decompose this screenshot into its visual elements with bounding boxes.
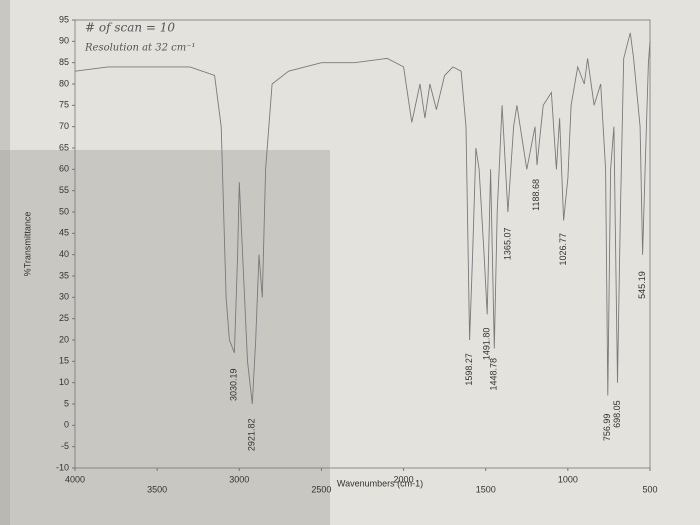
peak-label: 3030.19 <box>229 368 239 401</box>
y-tick-label: 20 <box>59 334 69 344</box>
y-tick-label: 50 <box>59 206 69 216</box>
x-tick-label: 3500 <box>147 484 167 494</box>
x-tick-label: 4000 <box>65 474 85 484</box>
peak-label: 698.05 <box>612 400 622 428</box>
y-tick-label: 30 <box>59 292 69 302</box>
peak-label: 1448.78 <box>489 358 499 391</box>
x-tick-label: 2500 <box>311 484 331 494</box>
spectrum-line <box>74 32 651 405</box>
x-tick-label: 1500 <box>476 484 496 494</box>
peak-label: 1491.80 <box>481 328 491 361</box>
y-tick-label: 60 <box>59 164 69 174</box>
x-tick-label: 1000 <box>558 474 578 484</box>
note: # of scan = 10 <box>85 21 175 35</box>
y-axis-label: %Transmittance <box>22 212 32 277</box>
y-tick-label: 70 <box>59 121 69 131</box>
y-tick-label: 25 <box>59 313 69 323</box>
shadow <box>0 150 330 525</box>
y-tick-label: -5 <box>61 441 69 451</box>
x-tick-label: 3000 <box>229 474 249 484</box>
y-tick-label: 45 <box>59 228 69 238</box>
y-tick-label: -10 <box>56 462 69 472</box>
plot-frame <box>74 19 651 469</box>
y-tick-label: 95 <box>59 14 69 24</box>
peak-label: 1598.27 <box>464 353 474 386</box>
peak-label: 545.19 <box>637 271 647 299</box>
peak-label: 1026.77 <box>558 233 568 266</box>
x-tick-label: 500 <box>642 484 657 494</box>
y-tick-label: 0 <box>64 420 69 430</box>
y-tick-label: 15 <box>59 356 69 366</box>
peak-label: 756.99 <box>602 414 612 442</box>
y-tick-label: 5 <box>64 398 69 408</box>
y-tick-label: 10 <box>59 377 69 387</box>
peak-label: 1188.68 <box>531 179 541 211</box>
y-tick-label: 85 <box>59 57 69 67</box>
y-tick-label: 55 <box>59 185 69 195</box>
y-tick-label: 75 <box>59 100 69 110</box>
x-axis-label: Wavenumbers (cm-1) <box>337 478 423 488</box>
y-tick-label: 80 <box>59 78 69 88</box>
peak-label: 2921.82 <box>247 419 257 452</box>
y-tick-label: 40 <box>59 249 69 259</box>
y-tick-label: 65 <box>59 142 69 152</box>
x-tick-label: 2000 <box>394 474 414 484</box>
peak-label: 1365.07 <box>502 228 512 261</box>
y-tick-label: 35 <box>59 270 69 280</box>
y-tick-label: 90 <box>59 36 69 46</box>
paper <box>10 0 700 525</box>
note: Resolution at 32 cm⁻¹ <box>84 43 196 54</box>
